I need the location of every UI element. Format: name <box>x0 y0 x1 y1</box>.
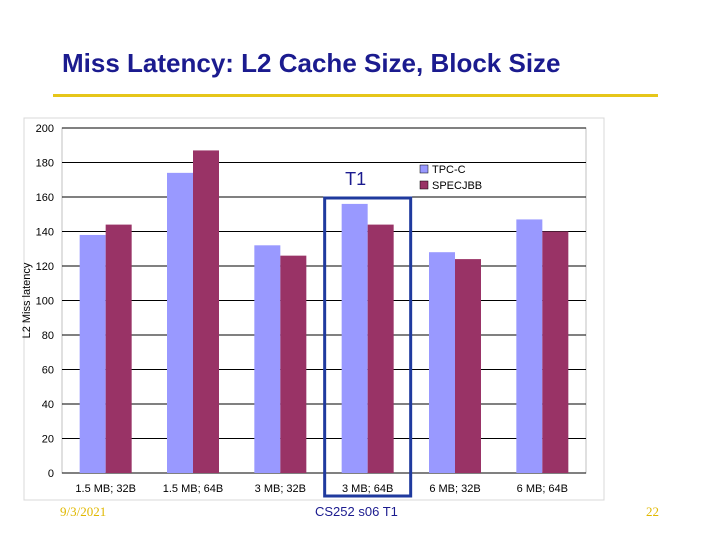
legend-label-specjbb: SPECJBB <box>432 180 482 192</box>
bar-specjbb-1 <box>105 224 132 473</box>
y-tick-label: 0 <box>48 468 54 480</box>
y-tick-label: 200 <box>36 123 54 135</box>
y-tick-label: 160 <box>36 192 54 204</box>
bar-specjbb-4 <box>367 224 394 473</box>
x-tick-label: 1.5 MB; 64B <box>163 483 224 495</box>
bar-tpcc-2 <box>167 172 193 473</box>
footer-page-number: 22 <box>646 504 659 519</box>
legend-label-tpcc: TPC-C <box>432 164 466 176</box>
bar-tpcc-3 <box>254 245 281 473</box>
y-tick-label: 100 <box>36 296 54 308</box>
bar-specjbb-3 <box>280 255 307 473</box>
footer-course: CS252 s06 T1 <box>315 504 398 519</box>
y-tick-label: 20 <box>42 434 54 446</box>
x-tick-label: 3 MB; 32B <box>255 483 306 495</box>
title-underline <box>53 94 658 97</box>
bar-specjbb-5 <box>455 259 481 473</box>
chart-frame <box>23 117 605 501</box>
bar-specjbb-6 <box>542 231 569 473</box>
legend-swatch-specjbb <box>419 180 429 190</box>
y-axis-label: L2 Miss latency <box>21 262 33 338</box>
y-tick-label: 140 <box>36 227 54 239</box>
y-tick-label: 60 <box>42 365 54 377</box>
x-tick-label: 3 MB; 64B <box>342 483 393 495</box>
bar-tpcc-1 <box>79 234 106 473</box>
legend-swatch-tpcc <box>419 164 429 174</box>
bar-specjbb-2 <box>193 150 219 474</box>
annotation-label: T1 <box>345 169 366 189</box>
bar-tpcc-4 <box>341 203 368 473</box>
y-tick-label: 180 <box>36 158 54 170</box>
slide-title: Miss Latency: L2 Cache Size, Block Size <box>62 48 561 78</box>
highlight-box <box>323 196 413 498</box>
y-tick-label: 120 <box>36 261 54 273</box>
y-tick-label: 40 <box>42 399 54 411</box>
y-tick-label: 80 <box>42 330 54 342</box>
footer-date: 9/3/2021 <box>60 504 107 519</box>
bar-tpcc-5 <box>429 252 455 473</box>
x-tick-label: 6 MB; 32B <box>429 483 480 495</box>
bar-tpcc-6 <box>516 219 543 473</box>
x-tick-label: 1.5 MB; 32B <box>75 483 136 495</box>
x-tick-label: 6 MB; 64B <box>517 483 568 495</box>
